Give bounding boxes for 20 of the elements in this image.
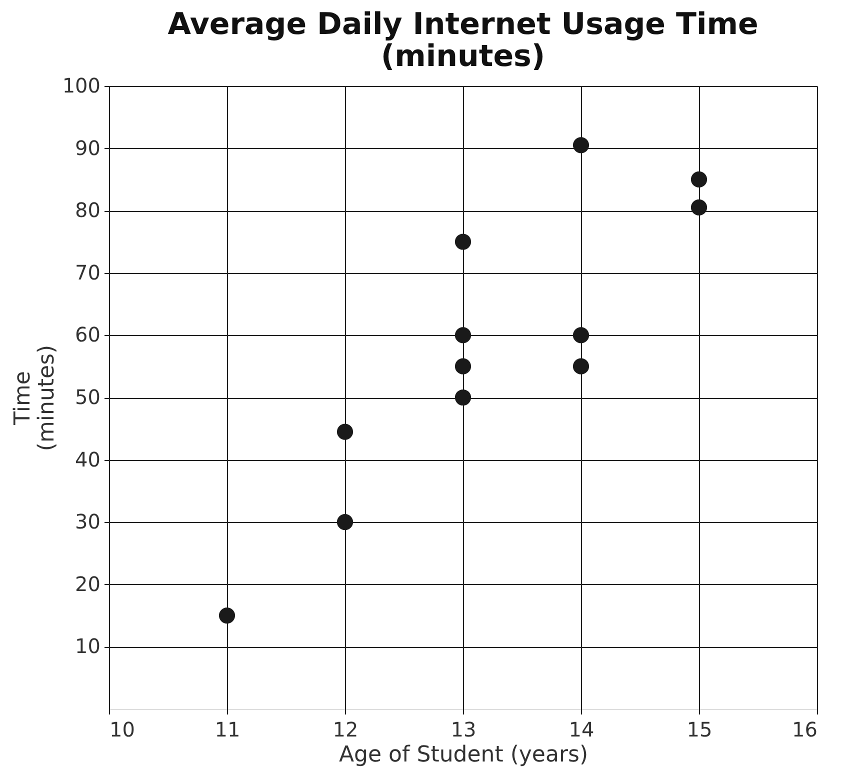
- x-tick-label: 11: [214, 718, 240, 742]
- x-tick-label: 10: [110, 718, 135, 742]
- y-tick-label: 80: [75, 198, 100, 222]
- y-tick-label: 40: [75, 447, 100, 472]
- x-axis-title: Age of Student (years): [338, 742, 588, 768]
- x-tick-label: 12: [332, 718, 358, 742]
- y-tick-label: 70: [75, 260, 100, 284]
- y-tick-label: 10: [75, 634, 100, 658]
- x-tick-label: 15: [686, 718, 712, 742]
- x-tick-label: 16: [792, 718, 818, 742]
- x-tick-label: 13: [450, 718, 476, 742]
- y-tick-label: 30: [75, 510, 100, 534]
- chart-title: Average Daily Internet Usage Time (minutes): [168, 7, 758, 74]
- y-tick-label: 20: [75, 572, 100, 596]
- y-axis-title: Time (minutes): [10, 344, 60, 452]
- y-tick-label: 90: [75, 136, 100, 160]
- y-tick-label: 50: [75, 385, 100, 409]
- x-tick-label: 14: [568, 718, 594, 742]
- y-tick-label: 60: [75, 322, 100, 347]
- y-tick-label: 100: [62, 74, 100, 98]
